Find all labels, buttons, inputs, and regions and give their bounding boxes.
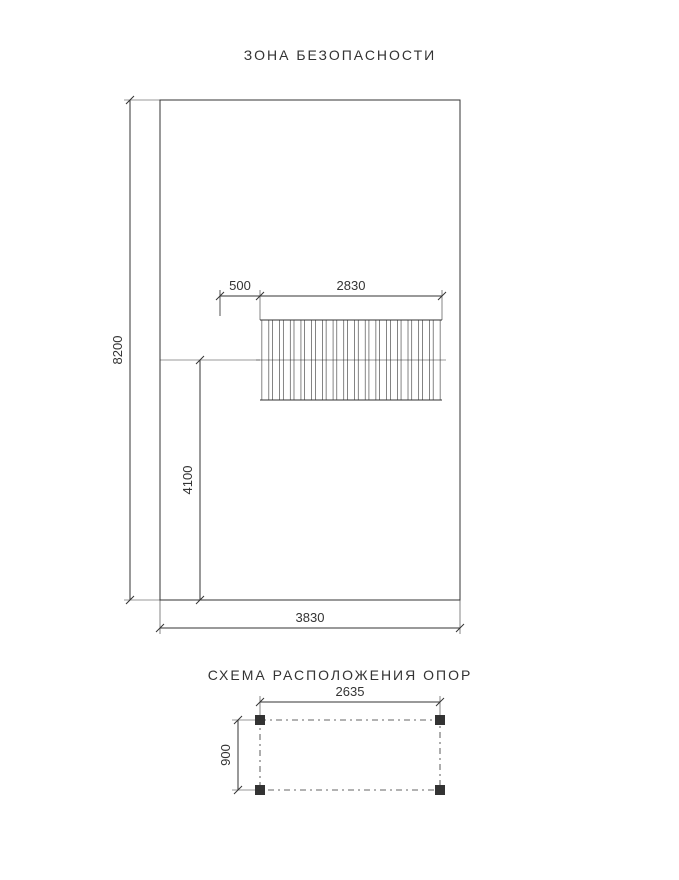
dim-total-height: 8200 [110, 336, 125, 365]
dim-support-height: 900 [218, 744, 233, 766]
dim-vertical-offset: 4100 [180, 466, 195, 495]
safety-zone-rect [160, 100, 460, 600]
support-post [435, 785, 445, 795]
support-layout-title: СХЕМА РАСПОЛОЖЕНИЯ ОПОР [208, 667, 473, 683]
safety-zone-title: ЗОНА БЕЗОПАСНОСТИ [244, 47, 436, 63]
dim-total-width: 3830 [296, 610, 325, 625]
dim-offset-left: 500 [229, 278, 251, 293]
support-rect [260, 720, 440, 790]
equipment [256, 320, 446, 400]
dim-equipment-width: 2830 [337, 278, 366, 293]
dim-support-width: 2635 [336, 684, 365, 699]
